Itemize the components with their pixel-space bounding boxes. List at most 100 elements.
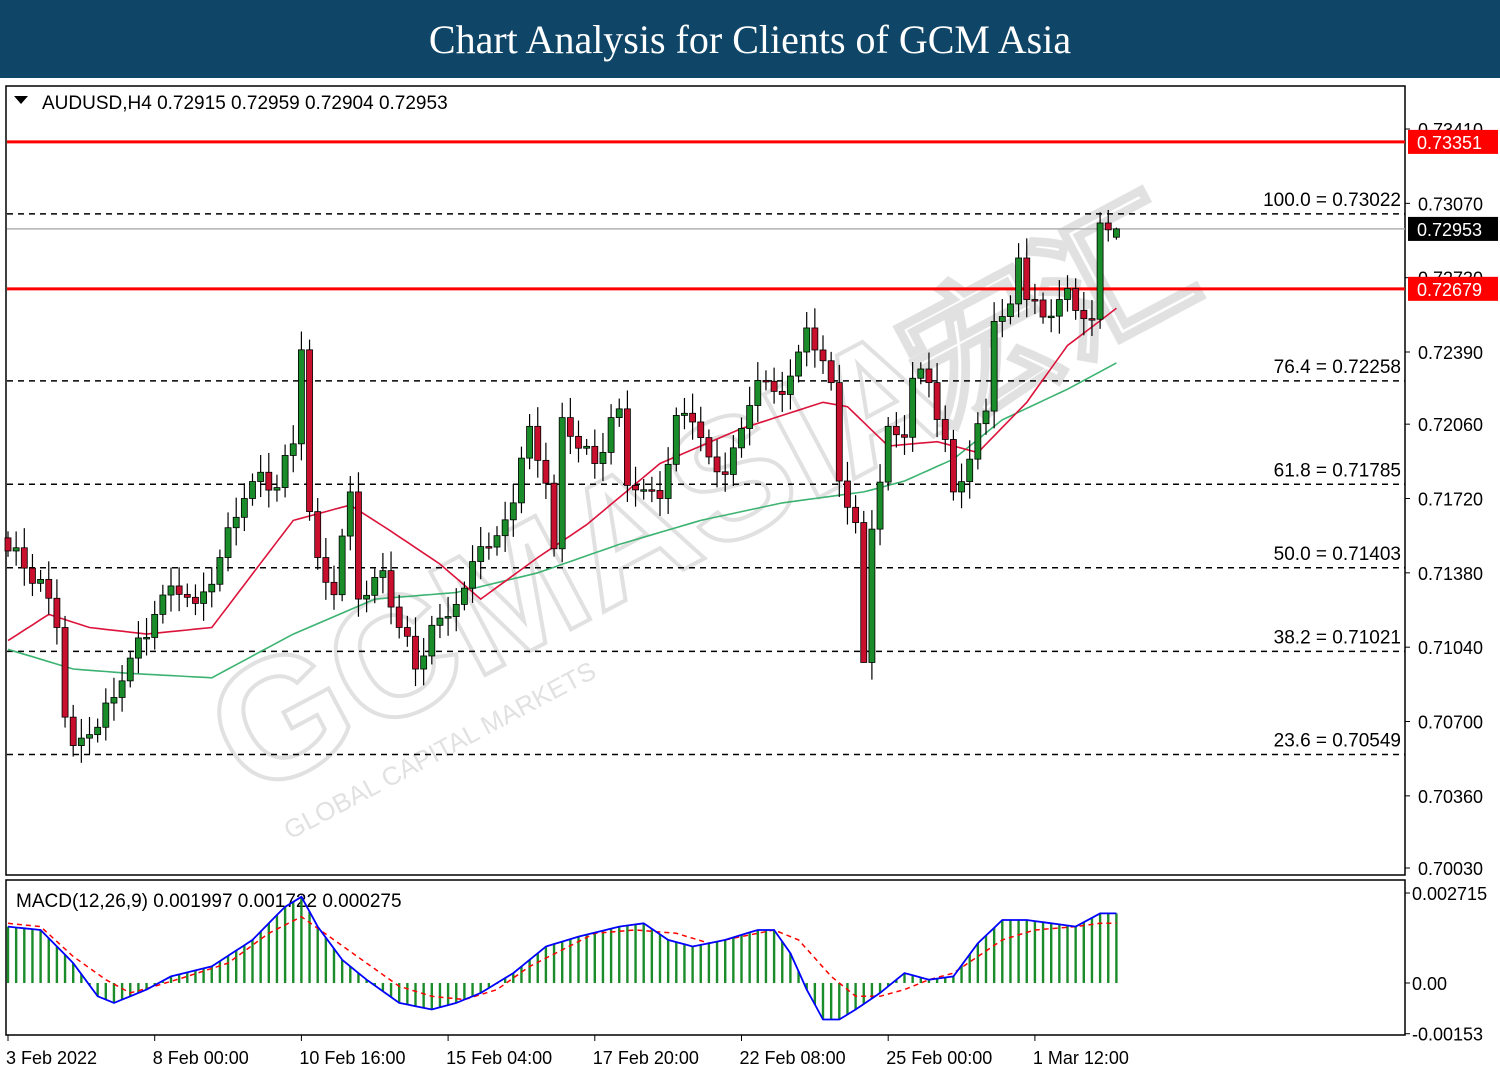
macd-histogram-bar xyxy=(976,943,980,983)
moving-average-slow xyxy=(7,362,1117,679)
macd-histogram-bar xyxy=(944,977,947,983)
dropdown-triangle-icon[interactable] xyxy=(14,96,28,104)
candle-bear xyxy=(330,581,338,596)
macd-histogram-bar xyxy=(463,983,466,1000)
candle-bull xyxy=(371,577,379,596)
macd-histogram-bar xyxy=(1050,923,1053,983)
macd-histogram-bar xyxy=(1074,926,1077,983)
macd-histogram-bar xyxy=(821,983,825,1020)
macd-histogram-bar xyxy=(919,977,922,983)
candle-bull xyxy=(1015,257,1022,305)
macd-panel xyxy=(5,879,1406,1036)
candle-bull xyxy=(208,583,216,593)
candle-bull xyxy=(200,591,208,604)
macd-histogram-bar xyxy=(406,983,409,1005)
macd-histogram-bar xyxy=(31,929,34,983)
candle-bear xyxy=(1072,288,1080,311)
candle-bear xyxy=(45,578,53,599)
macd-histogram-bar xyxy=(528,959,531,983)
candle-bear xyxy=(656,490,664,499)
macd-histogram-bar xyxy=(829,983,833,1020)
macd-histogram-bar xyxy=(381,983,385,992)
macd-histogram-bar xyxy=(724,939,727,983)
candle-bull xyxy=(958,481,965,493)
candle-bull xyxy=(159,594,167,615)
candle-bull xyxy=(583,445,591,449)
macd-histogram-bar xyxy=(1009,920,1012,983)
level-tag-bg xyxy=(1408,276,1498,301)
candle-bear xyxy=(624,408,631,486)
candle-bull xyxy=(876,481,884,530)
candle-bull xyxy=(518,457,525,504)
candle-bear xyxy=(835,382,843,482)
candle-bull xyxy=(493,535,501,548)
macd-histogram-bar xyxy=(520,966,523,983)
macd-histogram-bar xyxy=(1090,917,1094,983)
candle-bull xyxy=(974,423,982,460)
macd-histogram-bar xyxy=(218,961,222,983)
macd-histogram-bar xyxy=(243,945,246,983)
fib-label: 100.0 = 0.73022 xyxy=(1263,190,1401,211)
price-tick-label: 0.70030 xyxy=(1418,859,1483,879)
time-tick-label: 22 Feb 08:00 xyxy=(740,1048,846,1068)
macd-histogram-bar xyxy=(267,923,270,983)
candle-bear xyxy=(575,435,582,449)
macd-histogram-bar xyxy=(446,983,450,1006)
macd-histogram-bar xyxy=(39,929,42,983)
macd-layer xyxy=(6,895,1118,1021)
macd-histogram-bar xyxy=(1025,920,1028,983)
candle-bear xyxy=(721,471,729,475)
candle-bear xyxy=(265,471,273,491)
macd-histogram-bar xyxy=(373,983,376,986)
candle-bear xyxy=(1104,222,1112,231)
candle-bull xyxy=(436,617,444,626)
time-tick-label: 8 Feb 00:00 xyxy=(153,1048,249,1068)
candle-bull xyxy=(803,327,811,353)
macd-histogram-bar xyxy=(251,939,254,983)
candle-bear xyxy=(20,547,28,569)
candle-bear xyxy=(1088,318,1096,321)
candle-bull xyxy=(998,316,1006,322)
macd-histogram-bar xyxy=(438,983,442,1008)
candle-bear xyxy=(778,390,786,395)
macd-histogram-bar xyxy=(1017,920,1020,983)
candle-bear xyxy=(175,585,183,595)
candle-bull xyxy=(86,734,93,739)
candle-bull xyxy=(787,375,794,395)
macd-histogram-bar xyxy=(764,929,768,983)
candle-bear xyxy=(192,596,199,604)
time-tick-label: 1 Mar 12:00 xyxy=(1033,1048,1129,1068)
macd-histogram-bar xyxy=(455,983,458,1003)
price-layer: 100.0 = 0.73022 76.4 = 0.72258 61.8 = 0.71… xyxy=(4,140,1405,763)
macd-histogram-bar xyxy=(544,946,548,983)
candle-bear xyxy=(933,382,941,420)
fib-label: 61.8 = 0.71785 xyxy=(1274,460,1401,481)
macd-histogram-bar xyxy=(707,943,711,983)
macd-histogram-bar xyxy=(161,980,165,983)
time-tick-label: 3 Feb 2022 xyxy=(6,1048,97,1068)
level-tag-label: 0.73351 xyxy=(1417,133,1482,153)
candle-bear xyxy=(534,425,542,461)
macd-histogram-bar xyxy=(846,983,849,1015)
candle-bull xyxy=(909,377,917,438)
macd-histogram-bar xyxy=(308,911,311,983)
price-tick-label: 0.72060 xyxy=(1418,415,1483,435)
macd-histogram-bar xyxy=(927,979,931,983)
macd-histogram-bar xyxy=(699,944,702,983)
candle-bull xyxy=(509,502,517,521)
macd-histogram-bar xyxy=(210,966,213,983)
macd-histogram-bar xyxy=(618,926,621,983)
candle-bear xyxy=(713,456,721,473)
candle-bull xyxy=(428,624,436,657)
candle-bear xyxy=(648,489,656,492)
candle-bull xyxy=(110,697,118,704)
current-price-tag-label: 0.72953 xyxy=(1417,220,1482,240)
candle-bear xyxy=(183,593,191,598)
candle-bull xyxy=(917,368,925,379)
macd-histogram-bar xyxy=(63,954,67,983)
macd-histogram-bar xyxy=(968,954,971,983)
macd-histogram-bar xyxy=(862,983,865,1004)
macd-histogram-bar xyxy=(935,978,939,983)
macd-histogram-bar xyxy=(422,983,425,1008)
